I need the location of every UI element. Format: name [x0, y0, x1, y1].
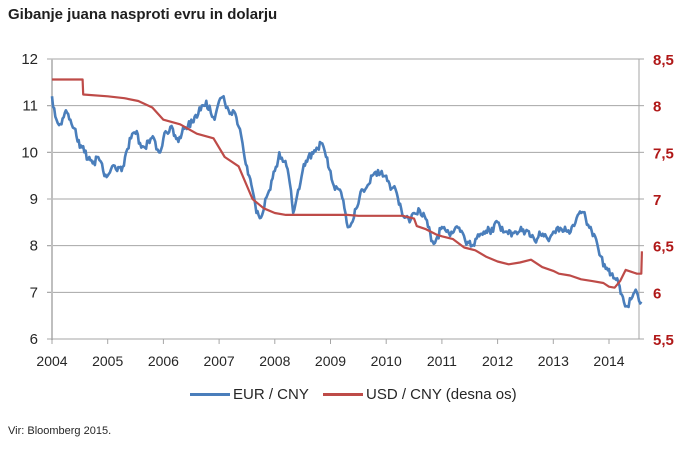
x-tick-label: 2005: [92, 353, 123, 369]
left-axis-ticks: 12 11 10 9 8 7 6: [21, 51, 38, 348]
x-tick-label: 2011: [427, 353, 457, 369]
legend: EUR / CNY USD / CNY (desna os): [0, 386, 700, 410]
x-tick-label: 2006: [148, 353, 179, 369]
right-tick-label: 8: [653, 99, 661, 116]
source-note: Vir: Bloomberg 2015.: [8, 425, 112, 437]
chart-title: Gibanje juana nasproti evru in dolarju: [8, 6, 278, 23]
right-tick-label: 6: [653, 285, 661, 302]
x-tick-label: 2014: [593, 353, 624, 369]
legend-swatch-eur: [190, 393, 230, 396]
right-tick-label: 7: [653, 192, 661, 209]
x-tick-label: 2010: [371, 353, 402, 369]
right-tick-label: 7,5: [653, 145, 674, 162]
x-tick-label: 2012: [482, 353, 513, 369]
x-axis-ticks: 2004 2005 2006 2007 2008 2009 2010 2011 2012 2013…: [36, 353, 624, 369]
left-tick-label: 8: [30, 238, 38, 255]
legend-item-eur: EUR / CNY: [190, 386, 309, 403]
right-axis-ticks: 8,5 8 7,5 7 6,5 6 5,5: [653, 52, 674, 349]
gridlines: [47, 58, 639, 293]
right-tick-label: 5,5: [653, 332, 674, 349]
right-tick-label: 8,5: [653, 52, 674, 69]
x-tick-label: 2004: [36, 353, 67, 369]
right-tick-label: 6,5: [653, 239, 674, 256]
series-line-usd-cny: [52, 78, 643, 289]
legend-label-usd: USD / CNY (desna os): [366, 386, 517, 403]
legend-label-eur: EUR / CNY: [233, 386, 309, 403]
left-tick-label: 7: [30, 284, 38, 301]
x-tick-label: 2007: [204, 353, 235, 369]
x-tick-label: 2009: [315, 353, 346, 369]
legend-item-usd: USD / CNY (desna os): [323, 386, 517, 403]
series-lines: [50, 78, 643, 309]
left-tick-label: 9: [30, 191, 38, 208]
left-tick-label: 10: [21, 144, 38, 161]
left-tick-label: 12: [21, 51, 38, 68]
x-tick-label: 2013: [538, 353, 569, 369]
legend-swatch-usd: [323, 393, 363, 396]
left-tick-label: 11: [22, 98, 38, 115]
x-tick-label: 2008: [259, 353, 290, 369]
left-tick-label: 6: [30, 331, 38, 348]
series-line-eur-cny: [50, 95, 643, 309]
